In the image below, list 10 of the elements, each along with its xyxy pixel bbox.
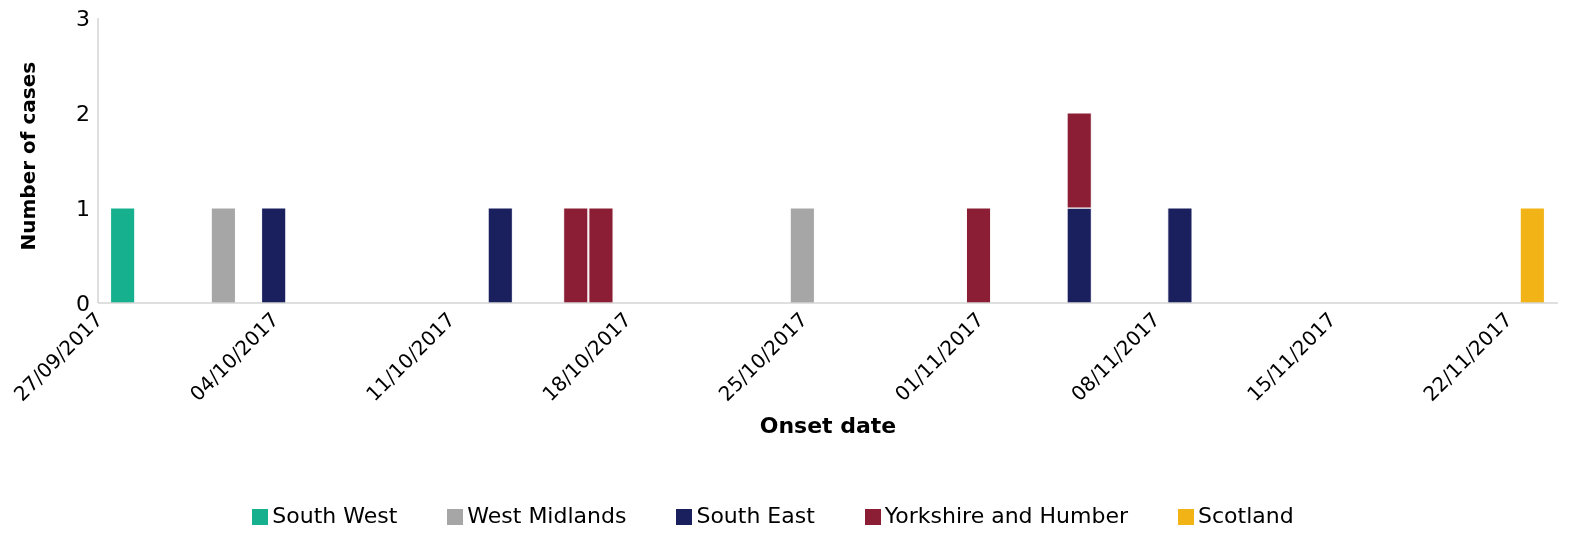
y-tick-label: 3 <box>76 5 90 31</box>
legend-label: West Midlands <box>467 503 627 528</box>
legend-label: Yorkshire and Humber <box>884 503 1129 528</box>
x-axis-title: Onset date <box>759 413 897 438</box>
legend-label: South East <box>696 503 815 528</box>
y-tick-label: 2 <box>76 100 90 126</box>
legend-label: Scotland <box>1198 503 1294 528</box>
y-tick-label: 1 <box>76 195 90 221</box>
legend-label: South West <box>272 503 398 528</box>
y-axis-title: Number of cases <box>16 61 41 251</box>
